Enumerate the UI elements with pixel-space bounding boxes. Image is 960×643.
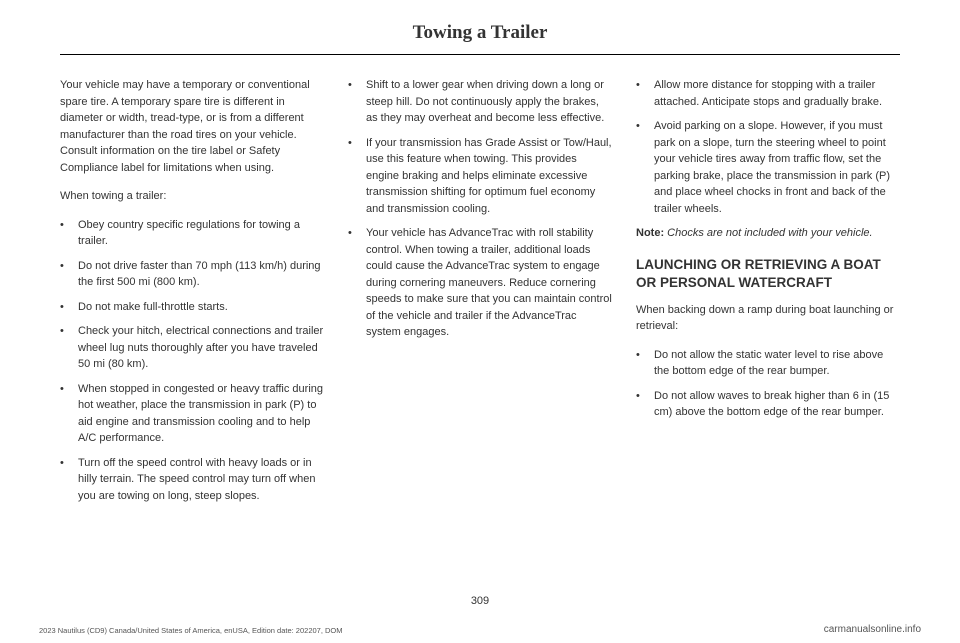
list-text: Do not allow the static water level to r… — [654, 347, 900, 380]
list-item: •Check your hitch, electrical connection… — [60, 323, 324, 373]
towing-list-2: •Shift to a lower gear when driving down… — [348, 77, 612, 341]
list-text: Turn off the speed control with heavy lo… — [78, 455, 324, 505]
para-spare-tire: Your vehicle may have a temporary or con… — [60, 77, 324, 176]
list-item: •Do not make full-throttle starts. — [60, 299, 324, 316]
para-backing-intro: When backing down a ramp during boat lau… — [636, 302, 900, 335]
note-label: Note: — [636, 227, 664, 239]
bullet-icon: • — [60, 217, 78, 250]
note-body: Chocks are not included with your vehicl… — [664, 227, 873, 239]
list-text: Shift to a lower gear when driving down … — [366, 77, 612, 127]
list-text: Check your hitch, electrical connections… — [78, 323, 324, 373]
bullet-icon: • — [348, 135, 366, 218]
bullet-icon: • — [636, 388, 654, 421]
list-text: Avoid parking on a slope. However, if yo… — [654, 118, 900, 217]
list-item: •If your transmission has Grade Assist o… — [348, 135, 612, 218]
column-2: •Shift to a lower gear when driving down… — [348, 77, 612, 512]
page-header: Towing a Trailer — [60, 0, 900, 55]
list-item: •Avoid parking on a slope. However, if y… — [636, 118, 900, 217]
list-text: If your transmission has Grade Assist or… — [366, 135, 612, 218]
list-item: •Your vehicle has AdvanceTrac with roll … — [348, 225, 612, 341]
list-item: •Do not allow waves to break higher than… — [636, 388, 900, 421]
list-text: Your vehicle has AdvanceTrac with roll s… — [366, 225, 612, 341]
list-item: •Shift to a lower gear when driving down… — [348, 77, 612, 127]
bullet-icon: • — [60, 258, 78, 291]
bullet-icon: • — [60, 381, 78, 447]
list-text: Do not allow waves to break higher than … — [654, 388, 900, 421]
footer-watermark: carmanualsonline.info — [824, 624, 921, 635]
list-item: •Allow more distance for stopping with a… — [636, 77, 900, 110]
list-item: •Do not allow the static water level to … — [636, 347, 900, 380]
list-item: •Do not drive faster than 70 mph (113 km… — [60, 258, 324, 291]
bullet-icon: • — [60, 299, 78, 316]
bullet-icon: • — [636, 118, 654, 217]
list-text: Allow more distance for stopping with a … — [654, 77, 900, 110]
bullet-icon: • — [636, 77, 654, 110]
page-title: Towing a Trailer — [60, 22, 900, 44]
note-chocks: Note: Chocks are not included with your … — [636, 225, 900, 242]
bullet-icon: • — [348, 77, 366, 127]
heading-launching: LAUNCHING OR RETRIEVING A BOAT OR PERSON… — [636, 256, 900, 292]
list-item: •Turn off the speed control with heavy l… — [60, 455, 324, 505]
launching-list: •Do not allow the static water level to … — [636, 347, 900, 421]
list-item: •Obey country specific regulations for t… — [60, 217, 324, 250]
column-1: Your vehicle may have a temporary or con… — [60, 77, 324, 512]
footer-edition: 2023 Nautilus (CD9) Canada/United States… — [39, 626, 343, 635]
column-3: •Allow more distance for stopping with a… — [636, 77, 900, 512]
bullet-icon: • — [636, 347, 654, 380]
towing-list-3: •Allow more distance for stopping with a… — [636, 77, 900, 217]
page-number: 309 — [0, 595, 960, 607]
towing-list-1: •Obey country specific regulations for t… — [60, 217, 324, 505]
list-text: Do not drive faster than 70 mph (113 km/… — [78, 258, 324, 291]
list-text: Obey country specific regulations for to… — [78, 217, 324, 250]
para-towing-intro: When towing a trailer: — [60, 188, 324, 205]
bullet-icon: • — [60, 455, 78, 505]
bullet-icon: • — [60, 323, 78, 373]
bullet-icon: • — [348, 225, 366, 341]
list-text: Do not make full-throttle starts. — [78, 299, 324, 316]
content-area: Your vehicle may have a temporary or con… — [0, 55, 960, 512]
list-text: When stopped in congested or heavy traff… — [78, 381, 324, 447]
list-item: •When stopped in congested or heavy traf… — [60, 381, 324, 447]
